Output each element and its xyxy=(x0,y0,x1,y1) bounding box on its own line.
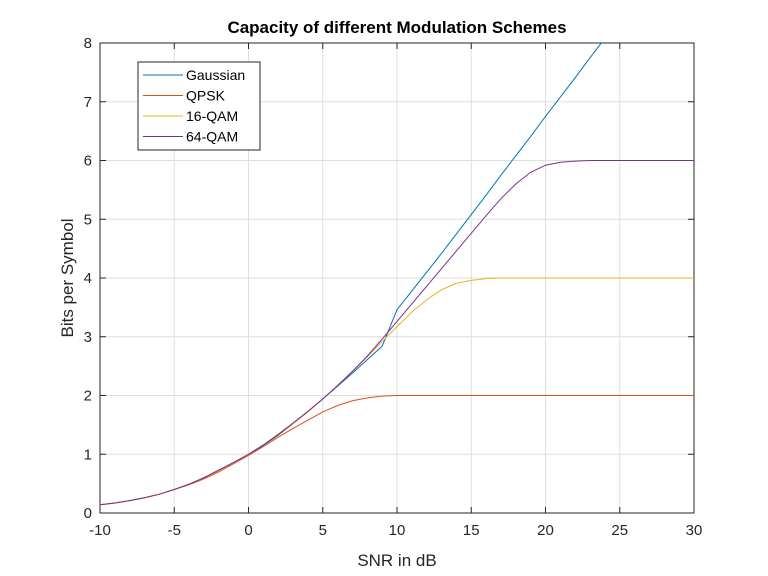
legend-entries: Gaussian QPSK 16-QAM 64-QAM xyxy=(143,67,245,145)
x-tick-label: 20 xyxy=(537,522,554,539)
x-tick-label: 15 xyxy=(463,522,480,539)
y-tick-label: 1 xyxy=(84,446,92,463)
legend-box xyxy=(137,61,261,151)
series-line-64-qam xyxy=(100,160,694,506)
y-tick-label: 4 xyxy=(84,270,92,287)
y-tick-label: 2 xyxy=(84,388,92,405)
y-tick-label: 7 xyxy=(84,94,92,111)
y-tick-label: 0 xyxy=(84,505,92,522)
chart-title: Capacity of different Modulation Schemes xyxy=(227,18,566,37)
x-tick-label: -10 xyxy=(89,522,111,539)
y-axis-label: Bits per Symbol xyxy=(58,218,77,337)
legend-label-16-qam: 16-QAM xyxy=(186,108,238,124)
x-tick-label: 30 xyxy=(686,522,703,539)
series-line-qpsk xyxy=(100,395,694,506)
legend-label-64-qam: 64-QAM xyxy=(186,129,238,145)
x-tick-label: 10 xyxy=(389,522,406,539)
y-tick-label: 6 xyxy=(84,153,92,170)
axis-tick-labels: -10 -5 0 5 10 15 20 25 30 0 1 2 3 4 5 6 7 8 xyxy=(84,35,703,539)
x-tick-label: -5 xyxy=(168,522,181,539)
x-tick-label: 0 xyxy=(244,522,252,539)
legend: Gaussian QPSK 16-QAM 64-QAM xyxy=(137,61,261,151)
y-tick-label: 3 xyxy=(84,329,92,346)
legend-label-gaussian: Gaussian xyxy=(186,67,245,83)
legend-label-qpsk: QPSK xyxy=(186,88,226,104)
y-tick-label: 5 xyxy=(84,211,92,228)
series-lines xyxy=(100,43,694,506)
x-axis-label: SNR in dB xyxy=(357,551,436,570)
x-tick-label: 5 xyxy=(319,522,327,539)
y-tick-label: 8 xyxy=(84,35,92,52)
x-tick-label: 25 xyxy=(611,522,628,539)
